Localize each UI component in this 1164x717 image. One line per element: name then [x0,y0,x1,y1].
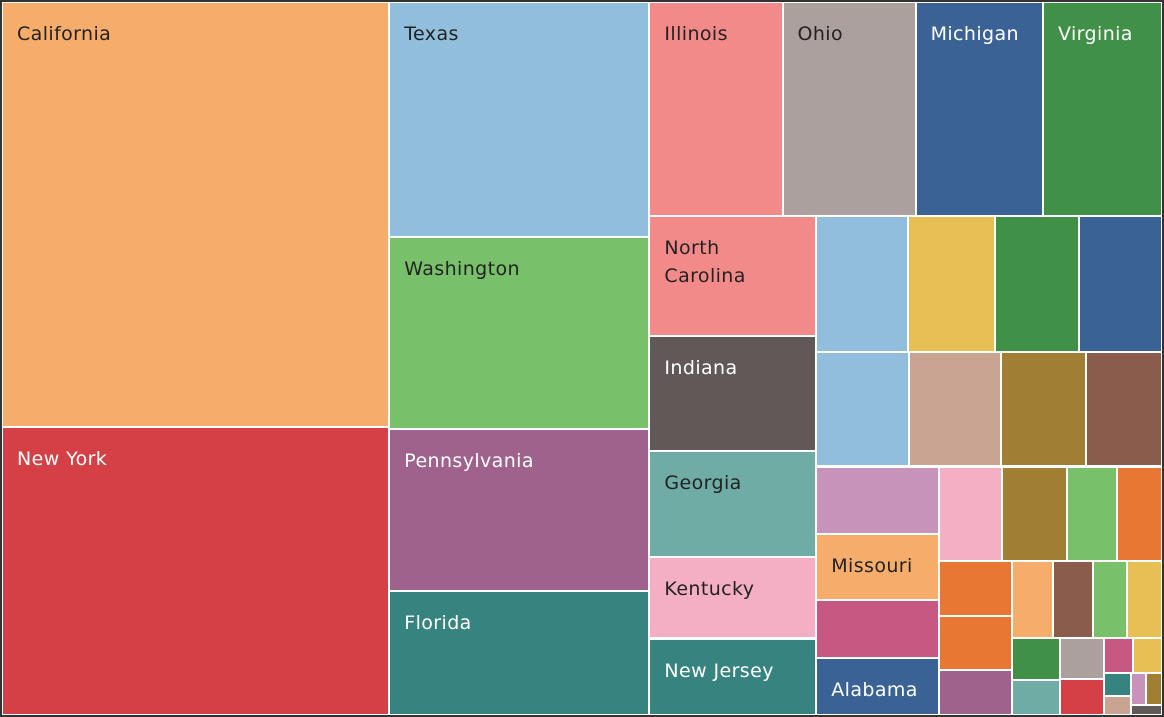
tile-label: New York [17,447,108,470]
tile [1011,638,1061,680]
tile-label: Missouri [831,554,913,577]
tile-label: Florida [404,612,472,635]
tile [1085,351,1162,467]
tile-label: Georgia [664,471,742,494]
tile: New Jersey [649,638,817,715]
tile-label: Alabama [831,678,918,701]
tile-label: North Carolina [664,236,746,287]
tile [816,215,909,352]
tile [994,215,1079,352]
tile [938,615,1012,670]
tile [1130,705,1162,715]
tile [1133,638,1162,674]
tile-label: Washington [404,257,520,280]
tile [1104,638,1134,674]
tile [1127,560,1162,639]
tile [1093,560,1127,639]
tile [909,351,1001,467]
tile [1146,673,1162,706]
tile-label: Indiana [664,357,738,380]
tile [1000,351,1086,467]
tile-label: Illinois [664,23,728,45]
tile: Pennsylvania [389,428,650,592]
tile-label: Kentucky [664,578,755,601]
tile [1053,560,1094,639]
tile [816,600,939,658]
tile [1060,678,1105,715]
tile [816,466,939,534]
tile: Florida [389,591,650,715]
tile: Illinois [649,2,783,216]
tile [1066,466,1118,561]
tile [1104,673,1131,696]
tile: Washington [389,236,650,429]
tile: Michigan [915,2,1043,216]
tile [1078,215,1162,352]
tile [1104,695,1131,715]
tile [1130,673,1147,706]
tile: Ohio [782,2,916,216]
tile [1001,466,1067,561]
tile: New York [2,426,390,715]
tile: Alabama [816,657,939,715]
tile [816,351,910,467]
tile: California [2,2,390,427]
tile-label: Virginia [1058,23,1133,45]
tile [938,560,1012,616]
tile-label: California [17,23,112,45]
tile [938,466,1002,561]
tile-label: Texas [404,23,459,45]
tile: Texas [389,2,650,237]
tile: Virginia [1043,2,1162,216]
tile [938,669,1012,715]
tile-label: New Jersey [664,659,774,682]
tile: Georgia [649,450,817,558]
tile [1060,638,1105,679]
tile [1011,679,1061,715]
tile [908,215,995,352]
tile: North Carolina [649,215,817,337]
tile [1117,466,1162,561]
tile-label: Pennsylvania [404,449,534,472]
tile [1011,560,1054,639]
tile-label: Ohio [797,23,844,45]
tile-label: Michigan [930,23,1019,45]
tile: Missouri [816,533,939,601]
tile: Kentucky [649,557,817,639]
tile: Indiana [649,336,817,451]
